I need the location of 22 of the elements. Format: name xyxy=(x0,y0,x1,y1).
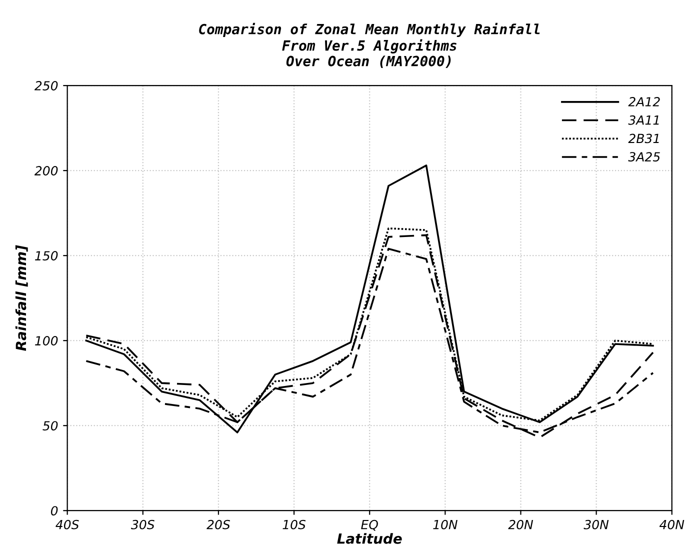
x-tick-label: 10N xyxy=(433,520,458,530)
y-tick-label: 150 xyxy=(35,251,58,261)
legend-label: 3A11 xyxy=(628,115,659,125)
x-axis-title: Latitude xyxy=(337,533,402,544)
y-tick-label: 0 xyxy=(50,506,58,516)
legend-label: 2B31 xyxy=(628,134,659,144)
y-axis-title: Rainfall [mm] xyxy=(15,245,28,351)
legend-label: 3A25 xyxy=(628,152,660,162)
x-tick-label: 10S xyxy=(282,520,306,530)
x-tick-label: 30N xyxy=(584,520,609,530)
y-tick-label: 250 xyxy=(34,81,58,90)
x-tick-label: 20S xyxy=(206,520,230,530)
x-tick-label: 20N xyxy=(508,520,534,530)
x-tick-label: 40S xyxy=(56,520,79,530)
x-tick-label: 30S xyxy=(131,520,154,530)
legend-label: 2A12 xyxy=(628,97,660,106)
x-tick-label: EQ xyxy=(361,520,378,531)
y-tick-label: 200 xyxy=(34,166,58,176)
x-tick-label: 40N xyxy=(659,520,684,530)
chart-title: Comparison of Zonal Mean Monthly Rainfall From Ver.5 Algorithms Over Ocean (MAY2000) xyxy=(199,22,540,68)
y-tick-label: 100 xyxy=(35,336,58,346)
y-tick-label: 50 xyxy=(42,421,58,431)
